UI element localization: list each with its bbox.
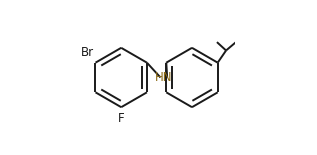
Text: HN: HN bbox=[155, 71, 172, 84]
Text: F: F bbox=[118, 112, 125, 125]
Text: Br: Br bbox=[81, 46, 94, 59]
